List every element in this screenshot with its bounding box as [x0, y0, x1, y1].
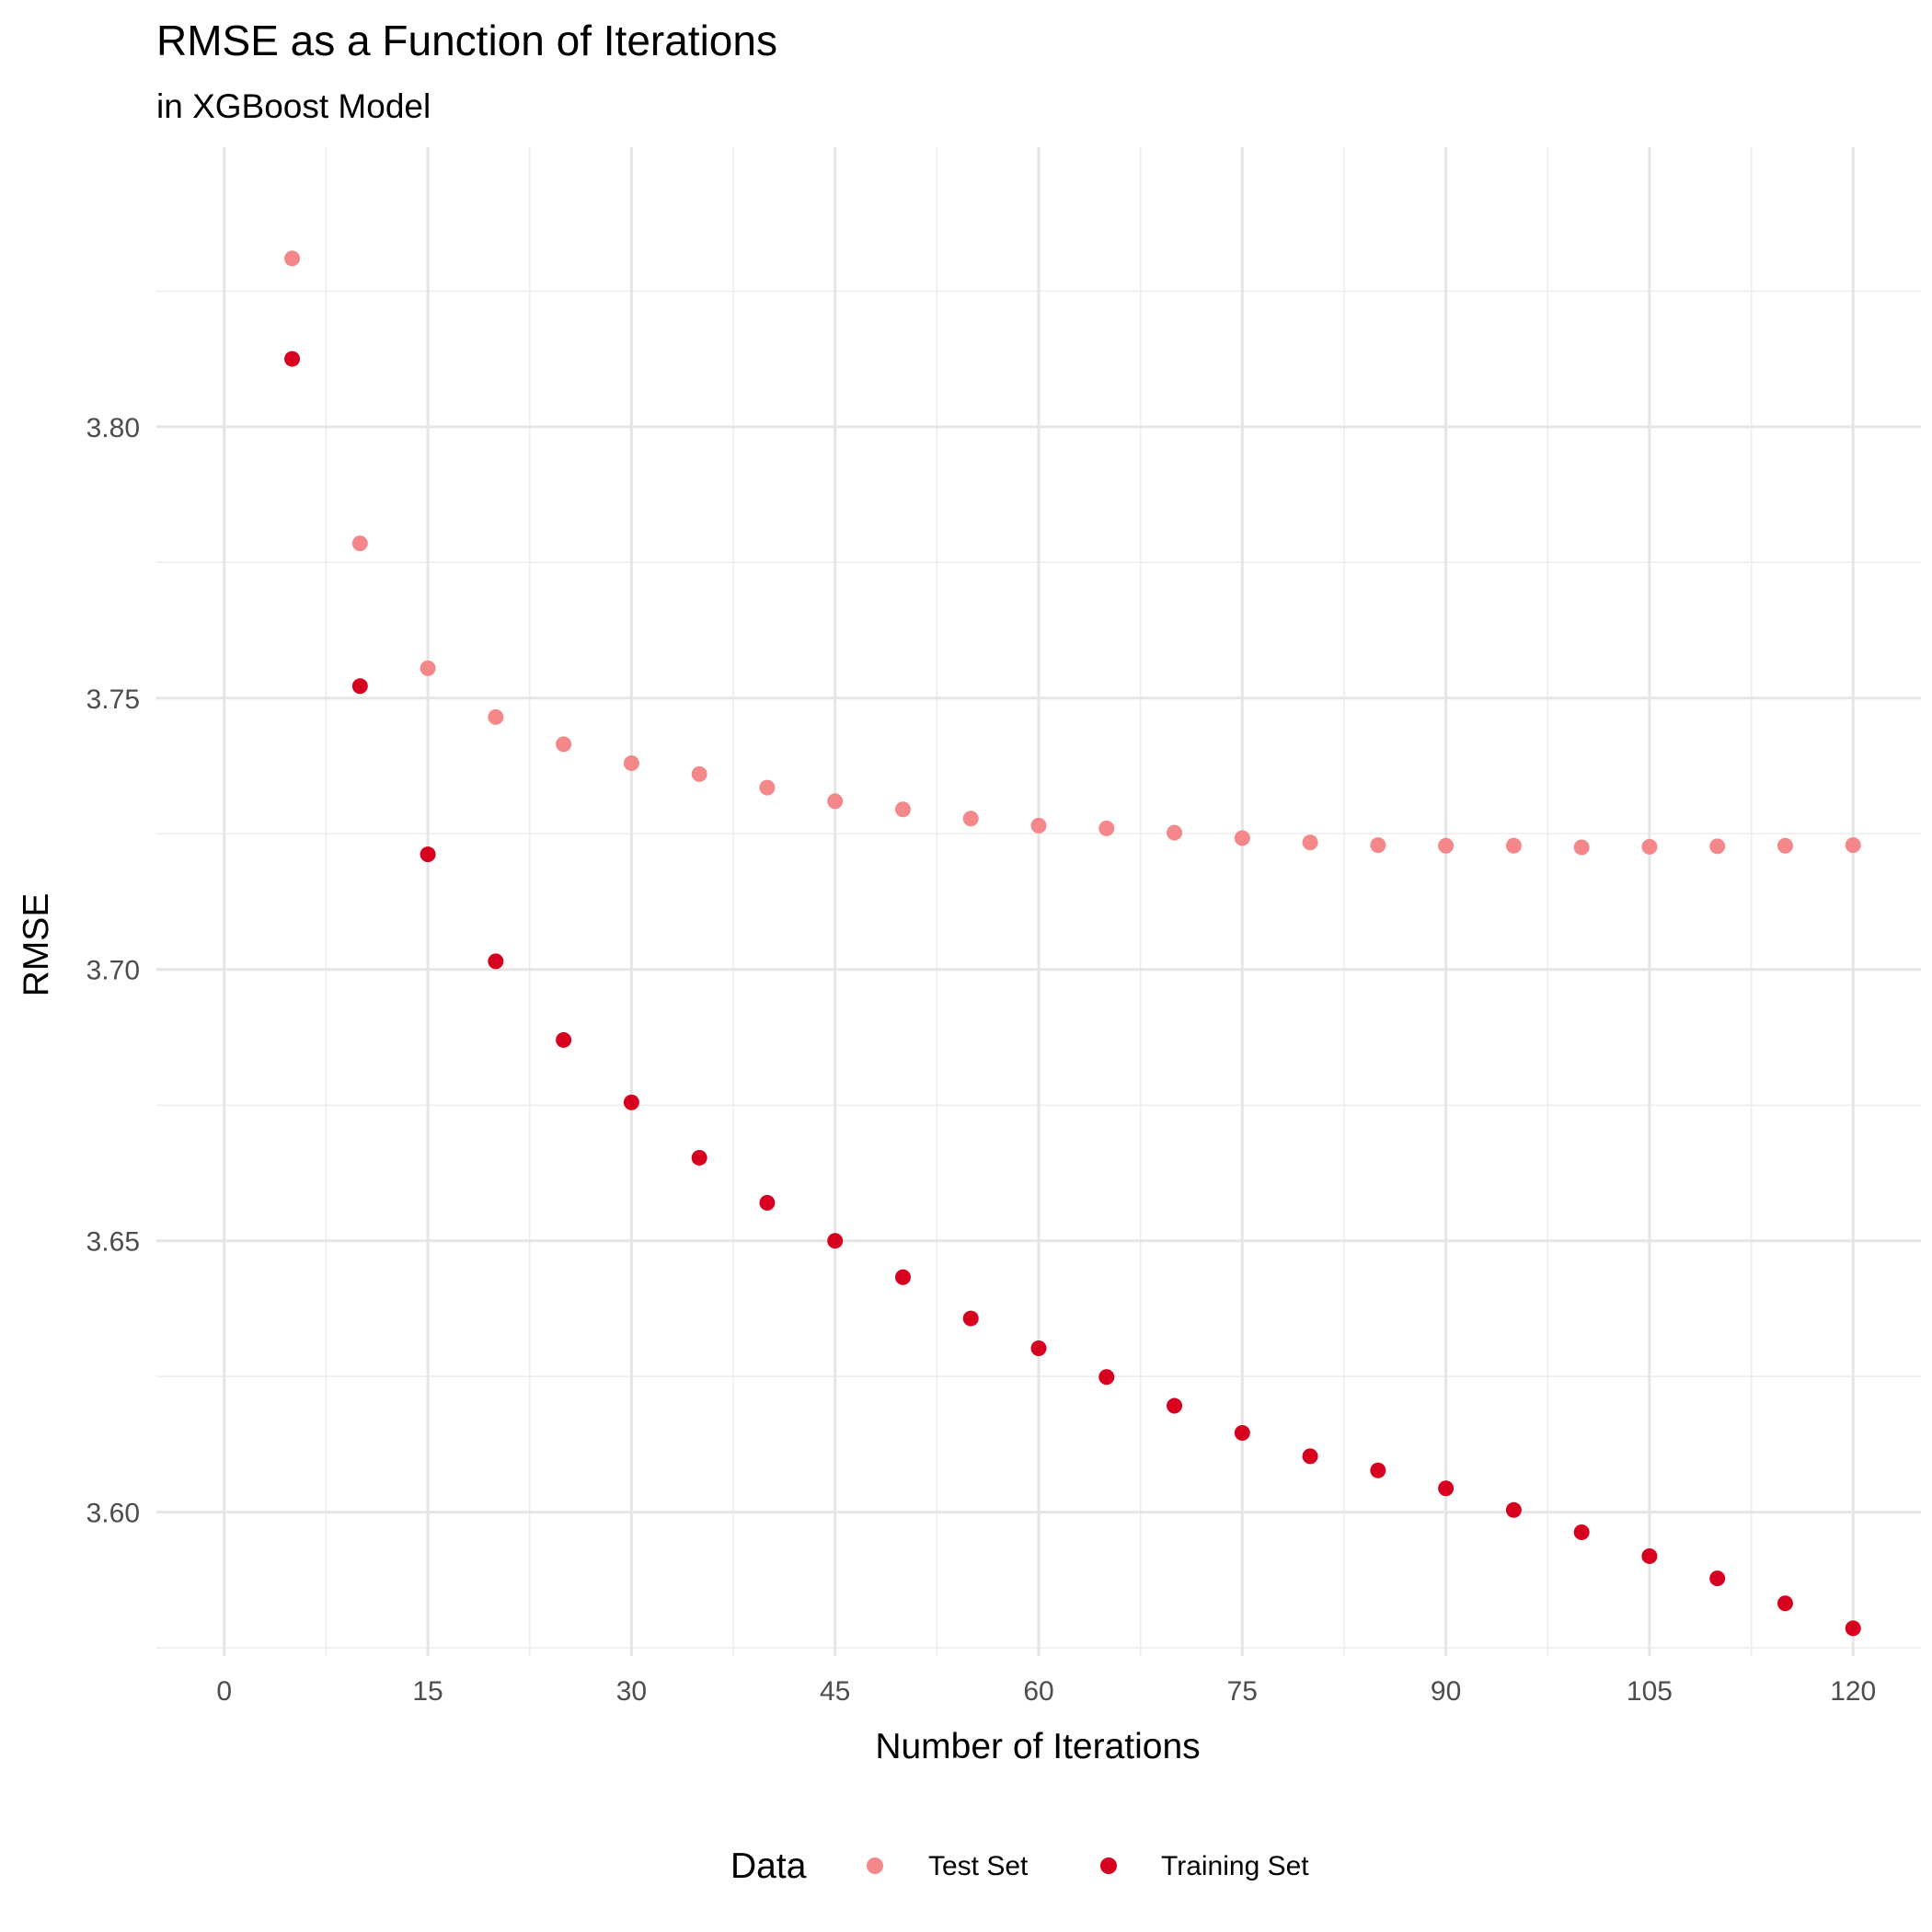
point-test-set	[1573, 839, 1590, 856]
point-test-set	[1845, 837, 1861, 854]
point-training-set	[623, 1094, 639, 1110]
point-test-set	[623, 755, 639, 772]
point-training-set	[1573, 1524, 1590, 1540]
point-test-set	[1234, 830, 1250, 846]
legend-key-test-set	[867, 1857, 883, 1874]
legend-title: Data	[730, 1846, 807, 1886]
x-tick-label: 120	[1830, 1676, 1876, 1707]
x-tick-label: 45	[820, 1676, 850, 1707]
y-tick-label: 3.65	[86, 1227, 140, 1258]
x-axis-title: Number of Iterations	[875, 1727, 1200, 1766]
point-test-set	[1370, 837, 1386, 854]
point-training-set	[962, 1310, 979, 1327]
point-training-set	[827, 1233, 844, 1249]
y-tick-label: 3.70	[86, 956, 140, 986]
point-training-set	[1234, 1425, 1250, 1442]
y-axis-title: RMSE	[17, 893, 56, 997]
point-test-set	[284, 250, 301, 267]
point-training-set	[759, 1194, 776, 1211]
point-training-set	[1641, 1547, 1658, 1564]
legend-label-test-set: Test Set	[928, 1851, 1029, 1881]
point-test-set	[488, 708, 504, 725]
point-training-set	[1302, 1448, 1318, 1465]
y-axis-ticks: 3.60 3.65 3.70 3.75 3.80	[86, 413, 140, 1529]
point-training-set	[351, 678, 368, 695]
x-tick-label: 90	[1431, 1676, 1461, 1707]
point-test-set	[1098, 820, 1115, 836]
point-training-set	[1777, 1595, 1793, 1612]
x-axis-ticks: 0 15 30 45 60 75 90 105 120	[216, 1676, 1876, 1707]
point-training-set	[1370, 1462, 1386, 1478]
point-test-set	[556, 736, 572, 753]
legend-key-training-set	[1100, 1857, 1117, 1874]
point-training-set	[420, 846, 436, 863]
point-test-set	[1438, 837, 1455, 854]
point-test-set	[420, 660, 436, 676]
point-test-set	[691, 765, 707, 782]
y-tick-label: 3.80	[86, 413, 140, 443]
point-training-set	[1709, 1570, 1726, 1587]
point-test-set	[827, 793, 844, 810]
point-test-set	[894, 801, 911, 818]
x-tick-label: 30	[616, 1676, 647, 1707]
point-test-set	[759, 779, 776, 796]
x-tick-label: 0	[216, 1676, 232, 1707]
point-training-set	[1438, 1480, 1455, 1497]
point-test-set	[1302, 834, 1318, 851]
x-tick-label: 15	[412, 1676, 443, 1707]
point-test-set	[1641, 838, 1658, 855]
data-points	[284, 250, 1861, 1637]
point-training-set	[1845, 1620, 1861, 1637]
point-training-set	[1098, 1369, 1115, 1386]
point-training-set	[556, 1031, 572, 1048]
grid	[156, 147, 1921, 1656]
point-test-set	[1030, 817, 1047, 834]
point-training-set	[691, 1149, 707, 1166]
chart-subtitle: in XGBoost Model	[156, 87, 431, 125]
point-training-set	[1167, 1397, 1183, 1414]
point-test-set	[1167, 824, 1183, 841]
point-test-set	[1505, 837, 1522, 854]
point-test-set	[962, 811, 979, 827]
x-tick-label: 60	[1023, 1676, 1053, 1707]
x-tick-label: 105	[1627, 1676, 1673, 1707]
y-tick-label: 3.60	[86, 1499, 140, 1529]
legend: Data Test Set Training Set	[730, 1846, 1309, 1886]
point-training-set	[1030, 1340, 1047, 1357]
point-training-set	[488, 953, 504, 970]
point-training-set	[894, 1269, 911, 1285]
legend-label-training-set: Training Set	[1161, 1851, 1309, 1881]
point-test-set	[1777, 837, 1793, 854]
point-training-set	[284, 351, 301, 367]
x-tick-label: 75	[1227, 1676, 1258, 1707]
point-training-set	[1505, 1501, 1522, 1518]
point-test-set	[1709, 838, 1726, 855]
y-tick-label: 3.75	[86, 684, 140, 715]
chart-title: RMSE as a Function of Iterations	[156, 17, 777, 64]
point-test-set	[351, 535, 368, 552]
